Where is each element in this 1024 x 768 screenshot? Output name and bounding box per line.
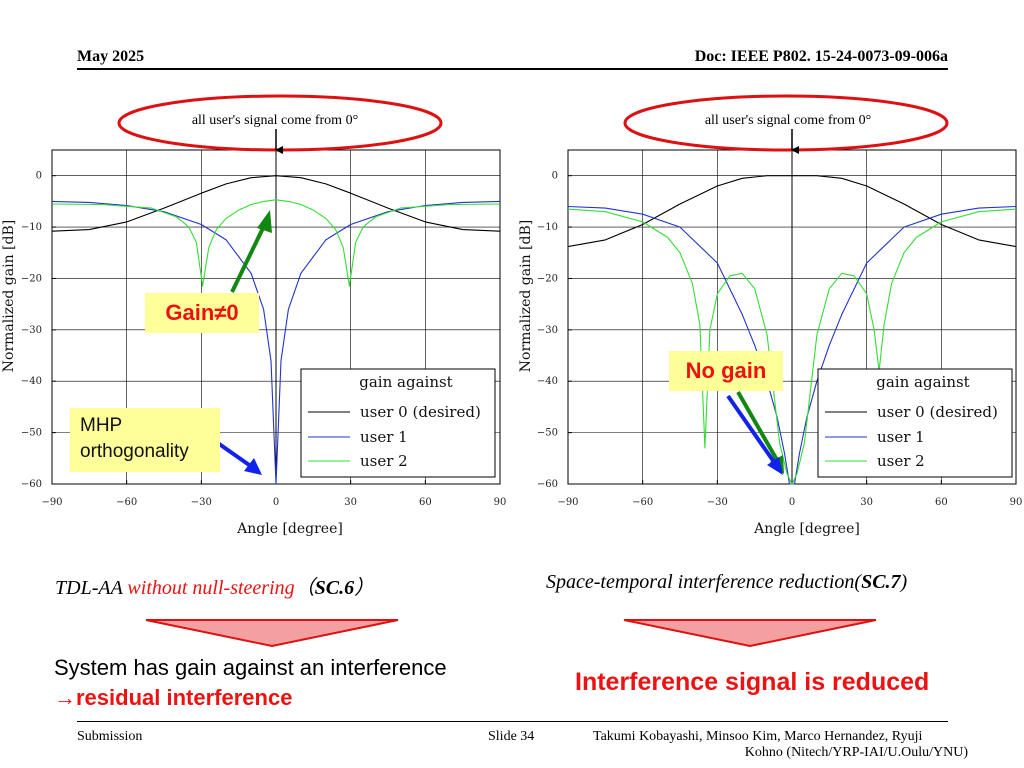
left-series-user0-line	[51, 175, 501, 232]
right-legend-user1: user 1	[877, 428, 925, 446]
left-conclusion-line1: System has gain against an interference	[54, 655, 447, 680]
left-conclusion-line2: →residual interference	[54, 685, 293, 710]
left-caption-highlight: without null-steering	[127, 577, 295, 599]
left-y-tick-label: −20	[21, 273, 42, 284]
right-x-axis-label: Angle [degree]	[753, 521, 860, 537]
mhp-orthogonality-note: MHP orthogonality	[70, 408, 220, 472]
left-x-axis-label: Angle [degree]	[236, 521, 343, 537]
right-ticks: −90 −60 −30 0 30 60 90 0 −10 −20 −30 −40 −50 −60	[537, 171, 1022, 508]
mhp-note-line2: orthogonality	[80, 441, 189, 462]
right-caption: Space-temporal interference reduction(SC…	[546, 571, 907, 594]
left-y-tick-label: −40	[21, 376, 42, 387]
right-x-tick-label: 30	[860, 497, 873, 508]
header-rule	[77, 68, 948, 70]
right-y-tick-label: −40	[537, 376, 558, 387]
left-x-tick-label: 30	[344, 497, 357, 508]
left-y-axis-label: Normalized gain [dB]	[1, 220, 17, 372]
left-down-triangle	[145, 619, 399, 648]
right-y-tick-label: −60	[537, 479, 558, 490]
left-caption-prefix: TDL-AA	[55, 577, 128, 599]
left-mhp-arrowhead	[244, 458, 262, 475]
right-legend-user0: user 0 (desired)	[877, 403, 998, 421]
right-y-axis-label: Normalized gain [dB]	[518, 220, 534, 372]
right-legend-title: gain against	[876, 373, 969, 391]
right-x-tick-label: 90	[1010, 497, 1023, 508]
right-series	[567, 175, 1017, 485]
left-gain-arrowhead	[257, 210, 272, 233]
right-y-tick-label: −10	[537, 222, 558, 233]
left-gain-arrow	[230, 225, 266, 293]
left-caption-close: ）	[354, 577, 375, 599]
right-legend: gain against user 0 (desired) user 1 use…	[817, 368, 1013, 478]
left-legend-title: gain against	[359, 373, 452, 391]
left-y-tick-label: −30	[21, 325, 42, 336]
right-callout-ellipse	[623, 94, 949, 152]
left-legend-user0: user 0 (desired)	[360, 403, 481, 421]
right-series-user0-line	[567, 175, 1017, 248]
left-legend-box	[300, 368, 496, 478]
left-y-tick-label: 0	[36, 171, 42, 182]
left-x-tick-label: −90	[41, 497, 62, 508]
left-ticks: −90 −60 −30 0 30 60 90 0 −10 −20 −30 −40 −50 −60	[21, 171, 506, 508]
left-y-tick-label: −10	[21, 222, 42, 233]
footer-slide-number: Slide 34	[488, 729, 535, 744]
left-legend-user1: user 1	[360, 428, 408, 446]
footer-rule	[77, 721, 948, 722]
header-doc-id: Doc: IEEE P802. 15-24-0073-09-006a	[694, 48, 948, 65]
header-date: May 2025	[77, 48, 145, 65]
gain-nonzero-note: Gain≠0	[145, 293, 259, 333]
left-y-tick-label: −60	[21, 479, 42, 490]
right-x-tick-label: −60	[632, 497, 653, 508]
right-legend-user2: user 2	[877, 452, 925, 470]
left-callout-text: all user's signal come from 0°	[192, 113, 358, 128]
right-y-tick-label: −30	[537, 325, 558, 336]
left-caption-open: （	[294, 577, 315, 599]
right-callout-text: all user's signal come from 0°	[705, 113, 871, 128]
footer-authors-line2: Kohno (Nitech/YRP-IAI/U.Oulu/YNU)	[744, 745, 968, 760]
right-conclusion: Interference signal is reduced	[575, 668, 930, 696]
right-y-tick-label: −20	[537, 273, 558, 284]
left-series	[51, 175, 501, 485]
mhp-note-line1: MHP	[80, 415, 123, 436]
left-x-tick-label: 90	[494, 497, 507, 508]
left-x-tick-label: −30	[191, 497, 212, 508]
footer-authors-line1: Takumi Kobayashi, Minsoo Kim, Marco Hern…	[593, 729, 923, 744]
right-caption-prefix: Space-temporal interference reduction(	[546, 571, 862, 593]
right-x-tick-label: 0	[789, 497, 795, 508]
right-caption-close: )	[900, 571, 908, 593]
left-series-user1-line	[51, 200, 501, 485]
left-caption-scenario: SC.6	[314, 577, 355, 599]
right-series-user2-line	[567, 208, 1017, 485]
right-down-triangle	[623, 619, 877, 648]
footer-submission: Submission	[77, 729, 143, 744]
right-nogain-blue-arrow	[726, 394, 776, 464]
left-y-tick-label: −50	[21, 428, 42, 439]
left-caption: TDL-AA without null-steering（SC.6）	[55, 571, 374, 600]
right-nogain-blue-arrowhead	[767, 457, 783, 475]
left-legend: gain against user 0 (desired) user 1 use…	[300, 368, 496, 478]
right-y-tick-label: −50	[537, 428, 558, 439]
right-x-tick-label: 60	[935, 497, 948, 508]
right-chart: −90 −60 −30 0 30 60 90 0 −10 −20 −30 −40 −50 −60 Angl…	[518, 94, 1022, 537]
footer-authors: Takumi Kobayashi, Minsoo Kim, Marco Hern…	[593, 729, 998, 761]
right-nogain-green-arrow	[736, 391, 779, 461]
left-x-tick-label: −60	[116, 497, 137, 508]
right-y-tick-label: 0	[552, 171, 558, 182]
left-legend-user2: user 2	[360, 452, 408, 470]
right-x-tick-label: −30	[707, 497, 728, 508]
right-caption-scenario: SC.7	[861, 571, 901, 593]
left-x-tick-label: 60	[419, 497, 432, 508]
no-gain-note: No gain	[669, 351, 783, 391]
left-x-tick-label: 0	[273, 497, 279, 508]
left-series-user2-line	[51, 199, 501, 287]
right-legend-box	[817, 368, 1013, 478]
right-x-tick-label: −90	[557, 497, 578, 508]
